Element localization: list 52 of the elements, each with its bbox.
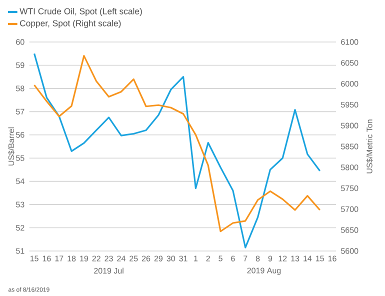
y-tick-label: 54 <box>16 178 24 184</box>
x-tick-label: 15 <box>316 256 324 262</box>
y2-tick-label: 5650 <box>341 227 358 233</box>
x-tick-label: 19 <box>80 256 88 262</box>
x-tick-label: 22 <box>92 256 100 262</box>
y2-tick-label: 5700 <box>341 206 358 212</box>
x-tick-label: 23 <box>104 256 113 262</box>
y2-tick-label: 5900 <box>341 122 358 128</box>
x-tick-label: 1 <box>194 256 198 262</box>
x-tick-label: 16 <box>328 256 336 262</box>
x-tick-label: 29 <box>154 256 163 262</box>
x-tick-label: 24 <box>117 256 126 262</box>
text: 2019 Aug <box>247 268 281 275</box>
x-tick-label: 31 <box>179 256 188 262</box>
y-axis-title: US$/Barrel <box>8 127 15 166</box>
x-tick-label: 5 <box>218 256 222 262</box>
x-tick-label: 13 <box>291 256 300 262</box>
x-tick-label: 7 <box>244 256 248 262</box>
text: 2019 Jul <box>94 268 124 274</box>
y2-tick-label: 5850 <box>341 144 358 150</box>
y-tick-label: 53 <box>16 202 24 208</box>
y2-tick-label: 5750 <box>341 185 358 192</box>
x-tick-label: 18 <box>68 256 76 262</box>
y-tick-label: 51 <box>16 248 24 254</box>
x-tick-label: 12 <box>278 256 287 262</box>
x-tick-label: 15 <box>30 256 38 262</box>
x-tick-label: 2 <box>206 256 210 262</box>
y2-tick-label: 5800 <box>341 164 358 170</box>
x-tick-label: 9 <box>268 256 272 262</box>
legend-label: WTI Crude Oil, Spot (Left scale) <box>20 8 142 16</box>
x-tick-label: 30 <box>166 256 176 262</box>
y-tick-label: 58 <box>16 86 24 92</box>
y2-tick-label: 5600 <box>341 248 358 254</box>
y-tick-label: 56 <box>16 132 24 138</box>
y-tick-label: 55 <box>16 155 24 161</box>
y2-tick-label: 6050 <box>341 60 358 66</box>
x-tick-label: 16 <box>42 256 51 262</box>
y-tick-label: 59 <box>16 62 24 68</box>
x-tick-label: 17 <box>55 256 64 262</box>
y-tick-label: 57 <box>16 108 24 114</box>
x-tick-label: 14 <box>304 256 312 262</box>
x-tick-label: 26 <box>142 256 150 262</box>
legend-label: Copper, Spot (Right scale) <box>20 20 121 28</box>
y2-tick-label: 5950 <box>341 102 358 108</box>
x-tick-label: 8 <box>256 256 260 262</box>
x-tick-label: 6 <box>231 256 235 262</box>
y2-tick-label: 6100 <box>341 39 358 45</box>
y2-axis-title: US$/Metric Ton <box>366 120 373 174</box>
y-tick-label: 52 <box>16 224 24 231</box>
x-tick-label: 25 <box>130 256 138 262</box>
y-tick-label: 60 <box>16 39 24 45</box>
y2-tick-label: 6000 <box>341 80 358 87</box>
